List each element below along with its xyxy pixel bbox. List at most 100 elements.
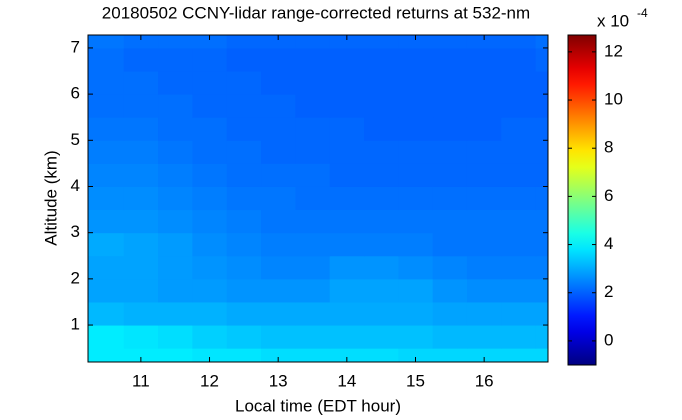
heatmap-cell xyxy=(466,348,502,363)
heatmap-cell xyxy=(329,163,365,187)
x-tick-label: 14 xyxy=(337,371,356,390)
heatmap-cell xyxy=(158,278,193,303)
heatmap-cell xyxy=(466,186,502,211)
heatmap-cell xyxy=(123,255,159,280)
heatmap-cell xyxy=(295,47,331,72)
heatmap-cell xyxy=(329,71,365,95)
y-axis-label: Altitude (km) xyxy=(41,150,60,245)
heatmap-cell xyxy=(535,163,549,187)
heatmap-cell xyxy=(501,232,537,257)
chart-title: 20180502 CCNY-lidar range-corrected retu… xyxy=(102,3,530,22)
heatmap-cell xyxy=(466,278,502,303)
heatmap-cell xyxy=(88,255,125,280)
heatmap-cell xyxy=(329,35,365,49)
heatmap-cell xyxy=(226,232,262,257)
heatmap-cell xyxy=(261,301,296,326)
heatmap-cell xyxy=(329,209,365,234)
x-tick-label: 16 xyxy=(475,371,494,390)
heatmap-cell xyxy=(364,47,399,72)
heatmap-cell xyxy=(329,348,365,363)
heatmap-cell xyxy=(88,47,125,72)
heatmap-cell xyxy=(501,35,537,49)
heatmap-cell xyxy=(295,232,331,257)
heatmap-cell xyxy=(192,47,228,72)
heatmap-cell xyxy=(501,325,537,349)
heatmap-cell xyxy=(88,301,125,326)
heatmap-cell xyxy=(295,71,331,95)
heatmap-cell xyxy=(432,47,468,72)
heatmap-cell xyxy=(88,94,125,118)
heatmap-cell xyxy=(123,47,159,72)
heatmap-cell xyxy=(329,325,365,349)
heatmap-cell xyxy=(158,94,193,118)
heatmap-cell xyxy=(261,35,296,49)
heatmap-cell xyxy=(123,348,159,363)
heatmap-cell xyxy=(364,232,399,257)
heatmap-cell xyxy=(398,209,434,234)
heatmap-cell xyxy=(466,163,502,187)
heatmap-cell xyxy=(88,232,125,257)
heatmap-cell xyxy=(364,209,399,234)
heatmap-cell xyxy=(535,186,549,211)
heatmap-cell xyxy=(88,348,125,363)
heatmap-cell xyxy=(501,94,537,118)
heatmap-cell xyxy=(501,348,537,363)
heatmap-cell xyxy=(466,94,502,118)
colorbar-tick-label: 4 xyxy=(604,234,613,253)
colorbar-tick-label: 2 xyxy=(604,282,613,301)
heatmap-cell xyxy=(364,186,399,211)
heatmap-cell xyxy=(88,117,125,141)
heatmap-cell xyxy=(535,47,549,72)
plot-frame xyxy=(87,34,549,363)
heatmap-cell xyxy=(364,163,399,187)
heatmap-cell xyxy=(226,47,262,72)
heatmap-cell xyxy=(226,186,262,211)
heatmap-cell xyxy=(535,278,549,303)
heatmap-cell xyxy=(535,209,549,234)
heatmap-cell xyxy=(398,117,434,141)
heatmap-cell xyxy=(329,255,365,280)
heatmap-cell xyxy=(261,348,296,363)
heatmap-cell xyxy=(158,47,193,72)
heatmap-cell xyxy=(158,186,193,211)
heatmap-cell xyxy=(398,186,434,211)
colorbar-tick-label: 12 xyxy=(604,41,623,60)
heatmap-cell xyxy=(88,209,125,234)
heatmap-cell xyxy=(295,325,331,349)
heatmap-cell xyxy=(329,301,365,326)
heatmap-cell xyxy=(192,255,228,280)
colorbar xyxy=(567,34,597,366)
heatmap-cell xyxy=(261,278,296,303)
heatmap-cell xyxy=(261,232,296,257)
heatmap-cell xyxy=(226,209,262,234)
heatmap-cell xyxy=(466,255,502,280)
heatmap-cell xyxy=(501,255,537,280)
heatmap-cell xyxy=(226,94,262,118)
y-tick-label: 6 xyxy=(71,84,80,103)
heatmap-cell xyxy=(192,325,228,349)
heatmap-cell xyxy=(192,140,228,164)
heatmap-cell xyxy=(226,348,262,363)
heatmap-cell xyxy=(432,209,468,234)
heatmap-cell xyxy=(226,255,262,280)
heatmap-cell xyxy=(466,71,502,95)
colorbar-tick-label: 8 xyxy=(604,138,613,157)
heatmap-cell xyxy=(192,186,228,211)
heatmap-cell xyxy=(398,301,434,326)
heatmap-cell xyxy=(295,163,331,187)
heatmap-cell xyxy=(329,47,365,72)
heatmap-cell xyxy=(158,163,193,187)
heatmap-cell xyxy=(398,94,434,118)
heatmap-cell xyxy=(123,278,159,303)
x-axis-label: Local time (EDT hour) xyxy=(235,396,401,415)
heatmap-cell xyxy=(158,348,193,363)
y-tick-label: 3 xyxy=(71,222,80,241)
heatmap-cell xyxy=(432,232,468,257)
heatmap-cell xyxy=(158,117,193,141)
heatmap-cell xyxy=(466,325,502,349)
heatmap-cell xyxy=(364,35,399,49)
heatmap-cell xyxy=(88,71,125,95)
heatmap-cell xyxy=(535,117,549,141)
heatmap-cell xyxy=(364,278,399,303)
heatmap-cell xyxy=(501,47,537,72)
